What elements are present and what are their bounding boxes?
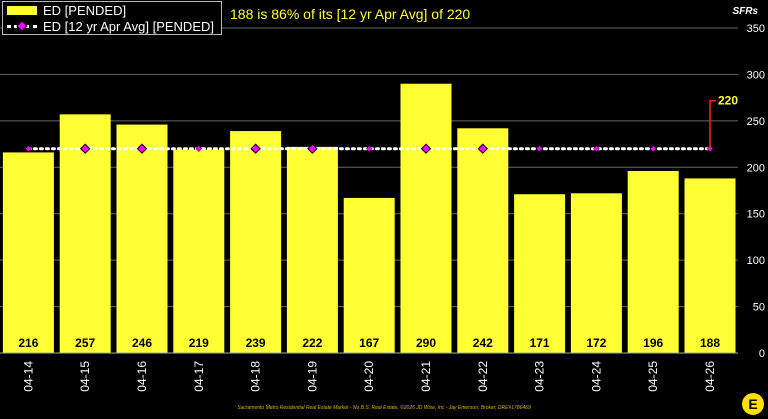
average-marker <box>593 145 600 153</box>
bars <box>2 83 736 353</box>
bar <box>514 194 566 353</box>
y-tick-label: 350 <box>747 23 765 35</box>
average-marker <box>477 143 489 154</box>
bar-value-labels: 216 257 246 219 239 222 167 290 242 171 172 196 188 <box>18 336 720 350</box>
callout-leader <box>709 99 716 149</box>
bar-value-label: 171 <box>530 336 550 350</box>
average-marker <box>79 143 91 154</box>
bar <box>570 193 622 353</box>
bar-value-label: 246 <box>132 336 152 350</box>
bar-value-label: 290 <box>416 336 436 350</box>
y-tick-label: 100 <box>747 255 765 267</box>
bar <box>400 83 452 353</box>
x-tick-label: 04-26 <box>703 361 717 392</box>
bar <box>286 146 338 353</box>
bar <box>59 114 111 353</box>
y-tick-label: 0 <box>759 348 765 360</box>
chart-headline: 188 is 86% of its [12 yr Apr Avg] of 220 <box>230 6 471 22</box>
x-tick-label: 04-25 <box>646 361 660 392</box>
y-unit-label: SFRs <box>732 6 758 17</box>
average-marker <box>307 143 318 154</box>
average-marker <box>649 145 657 153</box>
x-tick-label: 04-18 <box>249 361 263 392</box>
x-tick-label: 04-15 <box>78 361 92 392</box>
legend-average-label: ED [12 yr Apr Avg] [PENDED] <box>43 18 214 34</box>
bar-value-label: 239 <box>246 336 266 350</box>
bar <box>457 128 509 353</box>
x-tick-label: 04-14 <box>21 361 35 392</box>
bar-value-label: 257 <box>75 336 95 350</box>
bar <box>684 178 736 353</box>
y-tick-label: 200 <box>747 162 765 174</box>
y-tick-label: 150 <box>747 209 765 221</box>
x-tick-label: 04-16 <box>135 361 149 392</box>
y-tick-label: 250 <box>747 116 765 128</box>
callout-label: 220 <box>718 94 738 108</box>
legend-bar-swatch <box>7 5 37 15</box>
legend-average-swatch <box>7 19 37 32</box>
bar-value-label: 196 <box>643 336 663 350</box>
bar-value-label: 222 <box>302 336 322 350</box>
bar-value-label: 216 <box>18 336 38 350</box>
bar <box>2 152 54 353</box>
bar-value-label: 242 <box>473 336 493 350</box>
bar-value-label: 167 <box>359 336 379 350</box>
x-tick-label: 04-24 <box>589 361 603 392</box>
brand-logo: E <box>742 393 764 415</box>
legend-item-bars: ED [PENDED] <box>3 2 221 18</box>
average-marker <box>365 145 373 153</box>
average-line <box>25 143 714 154</box>
bar <box>116 124 168 353</box>
average-callout: 220 <box>709 94 738 149</box>
y-axis: 0 50 100 150 200 250 300 350 <box>0 23 765 360</box>
average-marker <box>25 145 32 153</box>
average-marker <box>136 143 148 154</box>
x-tick-label: 04-23 <box>533 361 547 392</box>
bar <box>627 171 679 353</box>
x-tick-label: 04-21 <box>419 361 433 392</box>
legend-bar-label: ED [PENDED] <box>43 2 127 18</box>
y-tick-label: 300 <box>747 69 765 81</box>
bar <box>173 149 225 353</box>
x-tick-label: 04-20 <box>362 361 376 392</box>
x-tick-label: 04-19 <box>305 361 319 392</box>
x-axis: 04-14 04-15 04-16 04-17 04-18 04-19 04-20 04-21… <box>21 361 717 392</box>
legend-item-average: ED [12 yr Apr Avg] [PENDED] <box>3 18 221 34</box>
average-marker <box>420 143 432 154</box>
average-marker <box>195 145 203 153</box>
footer-credit: Sacramento Metro Residential Real Estate… <box>237 405 531 411</box>
average-marker <box>250 143 261 154</box>
bar-value-label: 172 <box>586 336 606 350</box>
bar-value-label: 188 <box>700 336 720 350</box>
y-tick-label: 50 <box>753 302 765 314</box>
x-tick-label: 04-17 <box>192 361 206 392</box>
x-tick-label: 04-22 <box>476 361 490 392</box>
bar <box>230 131 282 353</box>
bar <box>343 197 395 353</box>
average-marker <box>536 145 543 153</box>
legend: ED [PENDED] ED [12 yr Apr Avg] [PENDED] <box>2 1 222 35</box>
bar-value-label: 219 <box>189 336 209 350</box>
